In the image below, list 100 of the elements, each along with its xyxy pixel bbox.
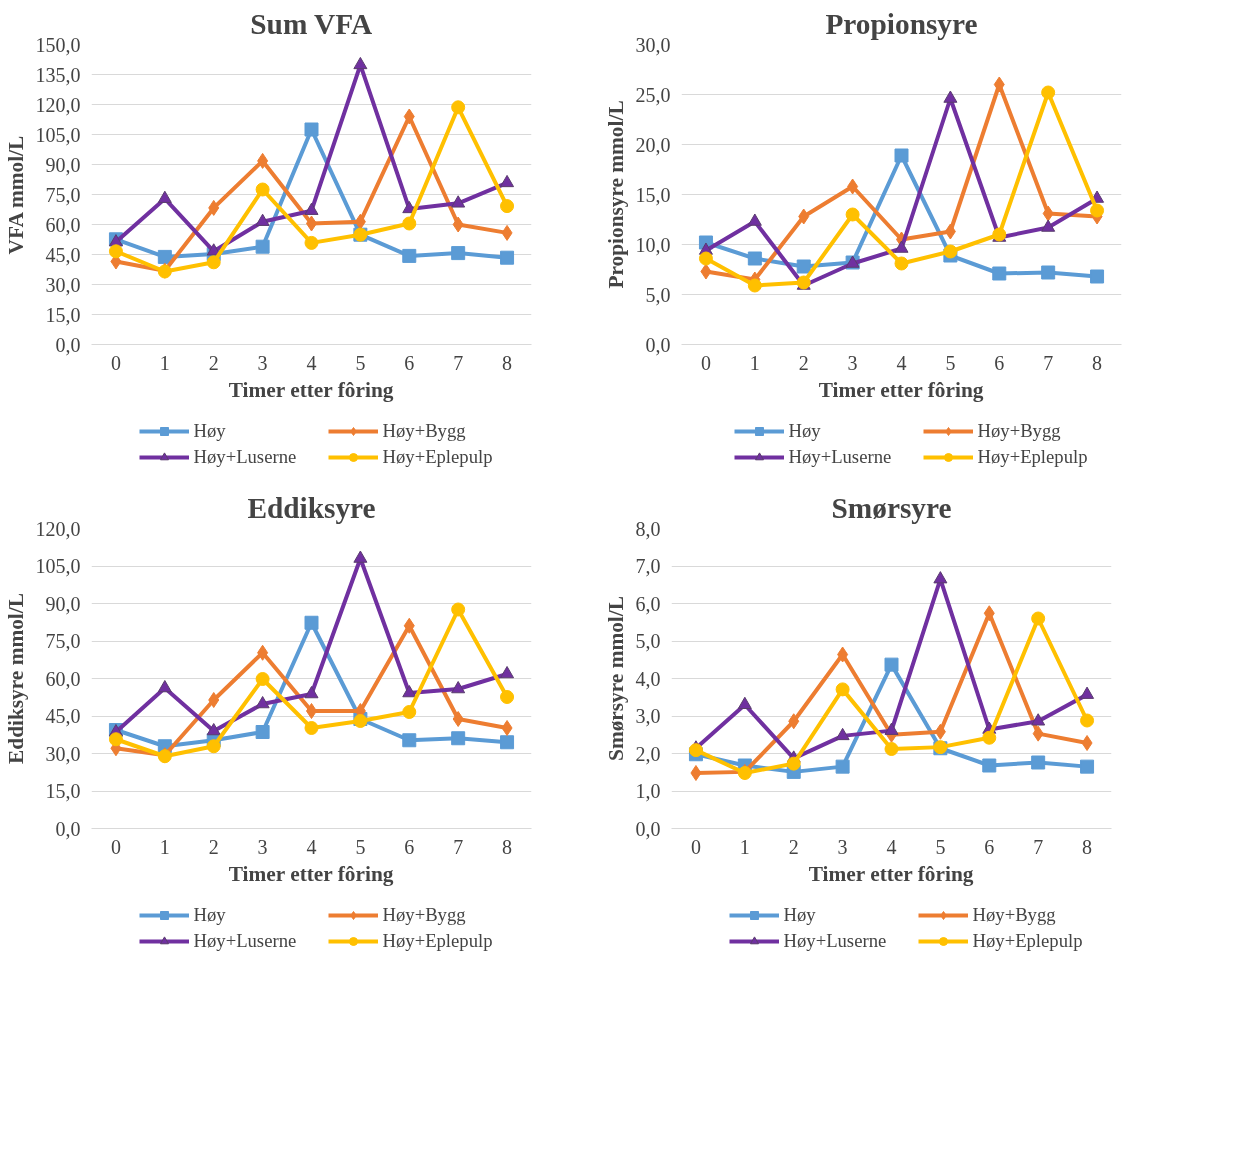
y-tick-label: 0,0 — [635, 817, 661, 840]
legend-label: Høy — [193, 420, 227, 442]
x-tick-label: 7 — [453, 835, 464, 858]
y-tick-label: 120,0 — [35, 93, 81, 116]
x-tick-label: 8 — [502, 835, 513, 858]
x-tick-label: 4 — [896, 351, 907, 374]
x-tick-label: 8 — [1082, 835, 1093, 858]
x-tick-label: 4 — [306, 351, 317, 374]
legend-label: Høy+Eplepulp — [972, 930, 1084, 952]
x-axis-title: Timer etter fôring — [808, 861, 974, 886]
y-tick-label: 120,0 — [35, 517, 81, 540]
y-tick-label: 4,0 — [635, 667, 661, 690]
x-tick-label: 3 — [257, 351, 268, 374]
x-tick-label: 0 — [110, 351, 121, 374]
x-tick-label: 2 — [208, 351, 219, 374]
x-tick-label: 3 — [847, 351, 858, 374]
x-tick-label: 6 — [994, 351, 1005, 374]
y-tick-label: 135,0 — [35, 63, 81, 86]
x-tick-label: 1 — [739, 835, 750, 858]
y-tick-label: 20,0 — [635, 133, 671, 156]
chart-title: Eddiksyre — [247, 491, 376, 524]
y-tick-label: 7,0 — [635, 555, 661, 577]
x-tick-label: 0 — [690, 835, 701, 858]
y-tick-label: 8,0 — [635, 517, 661, 540]
x-tick-label: 7 — [1043, 351, 1054, 374]
x-tick-label: 7 — [453, 351, 464, 374]
legend-label: Høy+Bygg — [382, 904, 467, 926]
y-tick-label: 6,0 — [635, 592, 661, 615]
y-tick-label: 45,0 — [45, 243, 81, 266]
y-tick-label: 30,0 — [45, 742, 81, 765]
legend-label: Høy+Luserne — [788, 446, 893, 468]
legend-label: Høy+Luserne — [193, 930, 298, 952]
y-tick-label: 0,0 — [55, 817, 81, 840]
y-tick-label: 5,0 — [635, 630, 661, 652]
legend-label: Høy+Bygg — [972, 904, 1057, 926]
y-tick-label: 1,0 — [635, 780, 661, 802]
x-tick-label: 1 — [159, 351, 170, 374]
y-axis-title: Propionsyre mmol/L — [603, 100, 628, 289]
y-tick-label: 75,0 — [45, 630, 81, 652]
y-tick-label: 0,0 — [55, 333, 81, 356]
x-tick-label: 3 — [837, 835, 848, 858]
y-tick-label: 15,0 — [635, 183, 671, 206]
x-axis-title: Timer etter fôring — [228, 861, 394, 886]
y-tick-label: 75,0 — [45, 183, 81, 206]
x-tick-label: 4 — [306, 835, 317, 858]
legend-label: Høy — [783, 904, 817, 926]
x-tick-label: 5 — [355, 835, 366, 858]
x-tick-label: 5 — [935, 835, 946, 858]
y-tick-label: 90,0 — [45, 592, 81, 615]
x-tick-label: 6 — [404, 351, 415, 374]
y-tick-label: 30,0 — [45, 273, 81, 296]
y-tick-label: 5,0 — [645, 283, 671, 306]
legend-label: Høy+Luserne — [783, 930, 888, 952]
legend-label: Høy+Bygg — [382, 420, 467, 442]
legend-label: Høy+Eplepulp — [382, 930, 494, 952]
y-axis-title: Smørsyre mmol/L — [603, 596, 628, 761]
x-tick-label: 8 — [502, 351, 513, 374]
y-tick-label: 30,0 — [635, 33, 671, 56]
y-tick-label: 45,0 — [45, 705, 81, 727]
y-tick-label: 3,0 — [635, 705, 661, 727]
x-tick-label: 5 — [355, 351, 366, 374]
legend-label: Høy+Eplepulp — [977, 446, 1089, 468]
x-tick-label: 5 — [945, 351, 956, 374]
y-tick-label: 105,0 — [35, 555, 81, 577]
y-axis-title: Eddiksyre mmol/L — [3, 593, 28, 764]
x-tick-label: 0 — [700, 351, 711, 374]
x-tick-label: 1 — [749, 351, 760, 374]
x-tick-label: 1 — [159, 835, 170, 858]
x-tick-label: 7 — [1033, 835, 1044, 858]
x-tick-label: 8 — [1092, 351, 1103, 374]
legend-label: Høy — [788, 420, 822, 442]
x-tick-label: 2 — [208, 835, 219, 858]
legend-label: Høy+Eplepulp — [382, 446, 494, 468]
x-tick-label: 2 — [788, 835, 799, 858]
x-tick-label: 4 — [886, 835, 897, 858]
chart-title: Sum VFA — [250, 7, 373, 40]
y-tick-label: 90,0 — [45, 153, 81, 176]
x-tick-label: 6 — [984, 835, 995, 858]
x-axis-title: Timer etter fôring — [818, 377, 984, 402]
y-tick-label: 2,0 — [635, 742, 661, 765]
y-tick-label: 0,0 — [645, 333, 671, 356]
x-tick-label: 0 — [110, 835, 121, 858]
y-tick-label: 15,0 — [45, 780, 81, 802]
y-tick-label: 60,0 — [45, 213, 81, 236]
x-axis-title: Timer etter fôring — [228, 377, 394, 402]
y-tick-label: 25,0 — [635, 83, 671, 106]
legend-label: Høy+Luserne — [193, 446, 298, 468]
legend-label: Høy — [193, 904, 227, 926]
y-tick-label: 15,0 — [45, 303, 81, 326]
y-tick-label: 150,0 — [35, 33, 81, 56]
chart-title: Propionsyre — [825, 7, 978, 40]
chart-title: Smørsyre — [831, 491, 952, 524]
y-axis-title: VFA mmol/L — [3, 135, 28, 255]
x-tick-label: 6 — [404, 835, 415, 858]
legend-label: Høy+Bygg — [977, 420, 1062, 442]
y-tick-label: 10,0 — [635, 233, 671, 256]
y-tick-label: 60,0 — [45, 667, 81, 690]
x-tick-label: 3 — [257, 835, 268, 858]
x-tick-label: 2 — [798, 351, 809, 374]
y-tick-label: 105,0 — [35, 123, 81, 146]
